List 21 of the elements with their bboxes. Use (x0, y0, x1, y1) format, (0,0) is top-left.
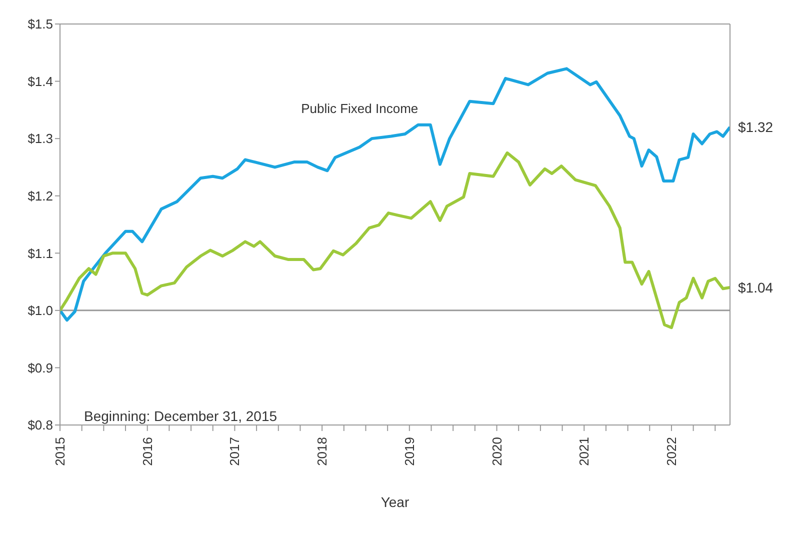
y-tick-label: $1.2 (28, 188, 53, 204)
y-tick-label: $0.9 (28, 360, 53, 376)
x-tick-label: 2016 (140, 437, 155, 466)
x-tick-label: 2020 (489, 437, 504, 466)
x-tick-label: 2019 (402, 437, 417, 466)
series-label: Public Fixed Income (301, 100, 418, 116)
y-tick-label: $1.3 (28, 131, 53, 146)
x-tick-label: 2015 (52, 437, 68, 466)
y-tick-label: $1.1 (28, 246, 53, 261)
y-tick-label: $1.4 (28, 74, 53, 89)
y-tick-label: $1.0 (28, 303, 53, 318)
data-label: $1.32 (738, 119, 774, 136)
x-tick-label: 2017 (227, 437, 242, 466)
x-tick-label: 2021 (576, 437, 592, 466)
x-tick-label: 2018 (314, 437, 330, 466)
x-tick-label: 2022 (664, 437, 679, 466)
y-tick-label: $1.5 (28, 16, 53, 32)
y-tick-label: $0.8 (28, 418, 53, 433)
annotation: Beginning: December 31, 2015 (84, 408, 278, 424)
data-label: $1.04 (738, 280, 774, 296)
x-axis-title: Year (380, 494, 410, 510)
